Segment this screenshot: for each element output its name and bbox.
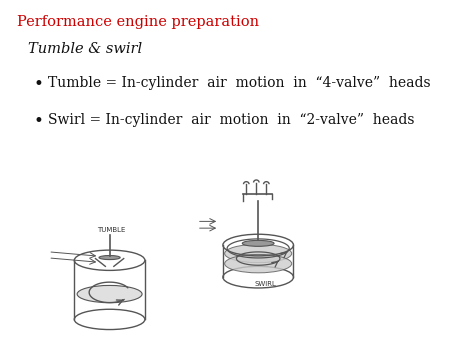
Text: Swirl = In-cylinder  air  motion  in  “2-valve”  heads: Swirl = In-cylinder air motion in “2-val… bbox=[48, 113, 414, 127]
Ellipse shape bbox=[99, 256, 120, 260]
Ellipse shape bbox=[242, 240, 274, 246]
Ellipse shape bbox=[77, 285, 142, 303]
Text: Tumble & swirl: Tumble & swirl bbox=[28, 42, 142, 56]
Text: Performance engine preparation: Performance engine preparation bbox=[17, 15, 259, 29]
Text: SWIRL: SWIRL bbox=[255, 281, 277, 287]
Ellipse shape bbox=[225, 255, 292, 273]
Ellipse shape bbox=[225, 244, 292, 263]
Text: •: • bbox=[33, 76, 43, 93]
Text: •: • bbox=[33, 113, 43, 130]
Text: Tumble = In-cylinder  air  motion  in  “4-valve”  heads: Tumble = In-cylinder air motion in “4-va… bbox=[48, 76, 430, 90]
Text: TUMBLE: TUMBLE bbox=[97, 226, 126, 233]
